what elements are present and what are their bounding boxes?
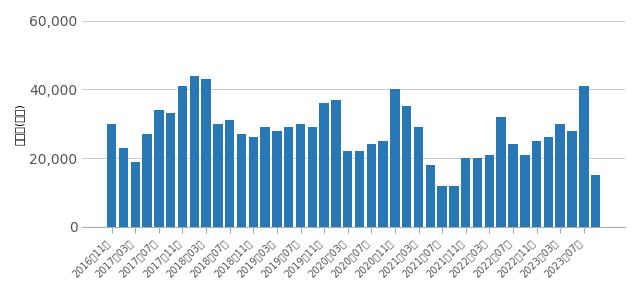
Bar	[579, 86, 589, 227]
Bar	[319, 103, 329, 227]
Bar	[556, 124, 565, 227]
Bar	[296, 124, 305, 227]
Bar	[284, 127, 294, 227]
Bar	[414, 127, 423, 227]
Bar	[237, 134, 246, 227]
Bar	[402, 106, 412, 227]
Bar	[166, 113, 175, 227]
Bar	[202, 79, 211, 227]
Bar	[449, 186, 459, 227]
Bar	[508, 144, 518, 227]
Bar	[520, 155, 529, 227]
Bar	[355, 151, 364, 227]
Bar	[178, 86, 188, 227]
Bar	[461, 158, 470, 227]
Bar	[591, 175, 600, 227]
Bar	[225, 120, 234, 227]
Bar	[390, 89, 399, 227]
Bar	[189, 76, 199, 227]
Bar	[260, 127, 270, 227]
Bar	[131, 161, 140, 227]
Bar	[378, 141, 388, 227]
Bar	[154, 110, 164, 227]
Bar	[332, 100, 340, 227]
Bar	[142, 134, 152, 227]
Bar	[367, 144, 376, 227]
Bar	[567, 131, 577, 227]
Bar	[497, 117, 506, 227]
Y-axis label: 거래량(건수): 거래량(건수)	[15, 103, 25, 145]
Bar	[484, 155, 494, 227]
Bar	[213, 124, 223, 227]
Bar	[473, 158, 483, 227]
Bar	[543, 137, 553, 227]
Bar	[438, 186, 447, 227]
Bar	[248, 137, 258, 227]
Bar	[272, 131, 282, 227]
Bar	[532, 141, 541, 227]
Bar	[426, 165, 435, 227]
Bar	[119, 148, 128, 227]
Bar	[107, 124, 116, 227]
Bar	[308, 127, 317, 227]
Bar	[343, 151, 353, 227]
